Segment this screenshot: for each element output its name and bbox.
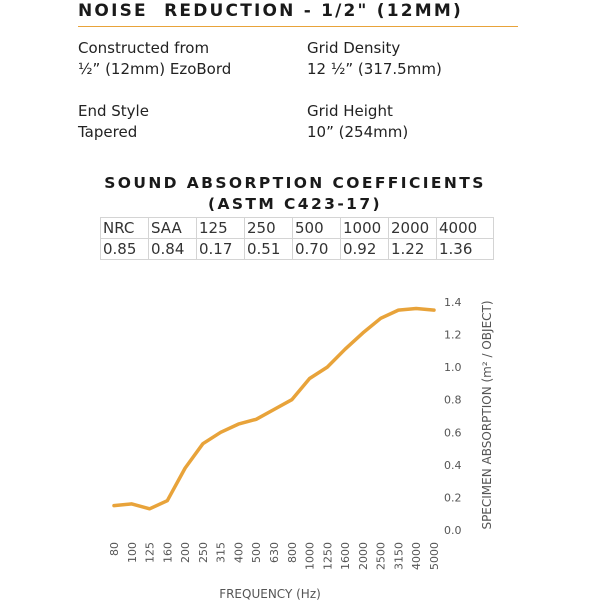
- table-value-cell: 0.17: [196, 238, 245, 260]
- table-header-cell: NRC: [100, 217, 149, 239]
- x-tick-label: 160: [161, 542, 174, 563]
- x-tick-label: 125: [144, 542, 157, 563]
- grid-density-label: Grid Density: [307, 39, 401, 57]
- x-tick-label: 1600: [339, 542, 352, 570]
- y-tick-label: 0.2: [444, 491, 462, 504]
- x-tick-label: 315: [215, 542, 228, 563]
- coefficients-title: SOUND ABSORPTION COEFFICIENTS: [104, 174, 486, 192]
- coefficients-subtitle: (ASTM C423-17): [207, 195, 383, 213]
- y-axis-label: SPECIMEN ABSORPTION (m² / OBJECT): [480, 300, 494, 529]
- table-header-cell: 2000: [388, 217, 437, 239]
- grid-height-value: 10” (254mm): [307, 123, 409, 141]
- x-tick-label: 2000: [357, 542, 370, 570]
- x-tick-label: 400: [232, 542, 245, 563]
- table-value-cell: 0.70: [292, 238, 341, 260]
- x-tick-labels: 80 100 125 160 200 250 315 400 500 630 800 1000 1250…: [108, 542, 441, 570]
- x-tick-label: 250: [197, 542, 210, 563]
- y-tick-label: 0.0: [444, 524, 462, 537]
- table-value-cell: 0.92: [340, 238, 389, 260]
- coefficients-header-row: NRC SAA 125 250 500 1000 2000 4000: [100, 217, 494, 239]
- table-value-cell: 0.85: [100, 238, 149, 260]
- x-axis-label: FREQUENCY (Hz): [219, 587, 321, 601]
- table-value-cell: 0.84: [148, 238, 197, 260]
- table-value-cell: 0.51: [244, 238, 293, 260]
- x-tick-label: 2500: [375, 542, 388, 570]
- absorption-chart: 80 100 125 160 200 250 315 400 500 630 800 1000 1250…: [108, 296, 494, 601]
- spec-grid-height: Grid Height 10” (254mm): [307, 101, 408, 143]
- coefficients-value-row: 0.85 0.84 0.17 0.51 0.70 0.92 1.22 1.36: [100, 238, 494, 260]
- end-style-value: Tapered: [78, 123, 138, 141]
- x-tick-label: 80: [108, 542, 121, 556]
- construction-label: Constructed from: [78, 39, 210, 57]
- table-header-cell: 4000: [436, 217, 494, 239]
- spec-grid-density: Grid Density 12 ½” (317.5mm): [307, 38, 442, 80]
- table-header-cell: SAA: [148, 217, 197, 239]
- x-tick-label: 4000: [410, 542, 423, 570]
- x-tick-label: 100: [126, 542, 139, 563]
- y-tick-label: 1.0: [444, 361, 462, 374]
- y-tick-labels: 0.0 0.2 0.4 0.6 0.8 1.0 1.2 1.4: [444, 296, 462, 537]
- y-tick-label: 0.8: [444, 394, 462, 407]
- table-value-cell: 1.22: [388, 238, 437, 260]
- title-divider: [78, 26, 518, 27]
- table-header-cell: 1000: [340, 217, 389, 239]
- x-tick-label: 630: [268, 542, 281, 563]
- table-header-cell: 250: [244, 217, 293, 239]
- grid-height-label: Grid Height: [307, 102, 393, 120]
- page-title: NOISE REDUCTION - 1/2" (12MM): [78, 1, 463, 21]
- x-tick-label: 1250: [321, 542, 334, 570]
- y-tick-label: 1.4: [444, 296, 462, 309]
- x-tick-label: 5000: [428, 542, 441, 570]
- construction-value: ½” (12mm) EzoBord: [78, 60, 232, 78]
- x-tick-label: 200: [179, 542, 192, 563]
- x-tick-label: 1000: [304, 542, 317, 570]
- grid-density-value: 12 ½” (317.5mm): [307, 60, 442, 78]
- x-tick-label: 3150: [392, 542, 405, 570]
- y-tick-label: 1.2: [444, 329, 462, 342]
- table-value-cell: 1.36: [436, 238, 494, 260]
- y-tick-label: 0.6: [444, 426, 462, 439]
- spec-construction: Constructed from ½” (12mm) EzoBord: [78, 38, 231, 80]
- y-tick-label: 0.4: [444, 459, 462, 472]
- coefficients-table: NRC SAA 125 250 500 1000 2000 4000 0.85 …: [100, 217, 494, 260]
- spec-end-style: End Style Tapered: [78, 101, 149, 143]
- x-tick-label: 800: [286, 542, 299, 563]
- table-header-cell: 125: [196, 217, 245, 239]
- x-tick-label: 500: [250, 542, 263, 563]
- end-style-label: End Style: [78, 102, 149, 120]
- table-header-cell: 500: [292, 217, 341, 239]
- absorption-series-line: [112, 306, 436, 511]
